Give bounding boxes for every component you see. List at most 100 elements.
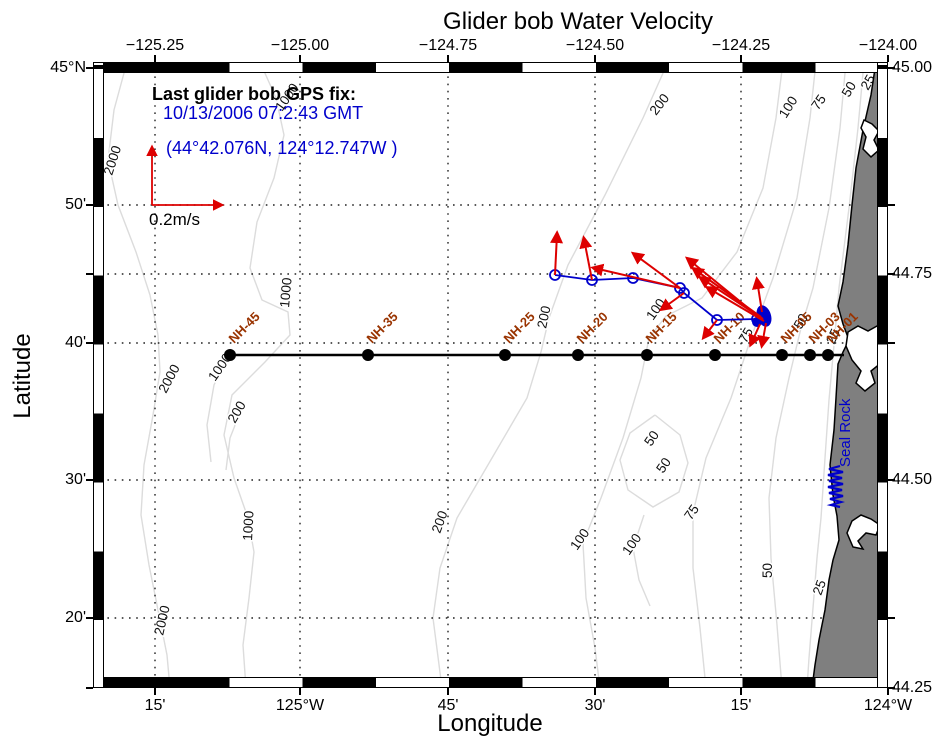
- station-dot: [822, 349, 834, 361]
- axis-tick-top: [887, 55, 889, 62]
- velocity-arrows: [550, 230, 771, 349]
- axis-tick-top: [740, 55, 742, 62]
- velocity-arrow: [590, 263, 681, 289]
- contour-depth-label: 200: [429, 509, 451, 535]
- axis-tick-top: [299, 55, 301, 62]
- axis-tick-bottom: [447, 688, 449, 695]
- axis-tick-left: [86, 67, 93, 69]
- station-dot: [362, 349, 374, 361]
- axis-tick-left: [86, 204, 93, 206]
- velocity-arrow: [701, 319, 718, 341]
- velocity-arrow: [579, 235, 593, 281]
- velocity-arrow: [697, 275, 764, 320]
- glider-position-circle: [711, 314, 723, 326]
- contour-depth-label: 200: [647, 91, 673, 118]
- contour-depth-label: 1000: [240, 510, 257, 541]
- bathymetry-contour: [768, 62, 847, 688]
- bathymetry-contour: [692, 62, 817, 688]
- bathymetry-contour: [225, 404, 244, 471]
- station-dot: [224, 349, 236, 361]
- estuary-inlet: [846, 514, 881, 551]
- axis-tick-top: [154, 55, 156, 62]
- contour-depth-label: 100: [619, 531, 644, 558]
- bathymetry-contour: [206, 351, 231, 463]
- map-frame-left: [93, 62, 104, 688]
- velocity-scale-label: 0.2m/s: [149, 210, 201, 229]
- axis-tick-top: [594, 55, 596, 62]
- station-dot: [709, 349, 721, 361]
- axis-tick-right: [888, 204, 895, 206]
- axis-tick-left: [86, 479, 93, 481]
- axis-tick-bottom: [740, 688, 742, 695]
- bathymetry-contour: [582, 62, 784, 688]
- y-tick-label-right: 44.75: [892, 265, 933, 282]
- bathymetry-contour: [107, 62, 171, 688]
- x-tick-label-bottom: 45': [437, 697, 459, 714]
- station-label: NH-45: [226, 309, 263, 346]
- y-tick-label-left: 50': [65, 196, 86, 213]
- velocity-arrow: [757, 322, 771, 349]
- axis-tick-left: [86, 342, 93, 344]
- bathymetry-contour: [806, 62, 865, 688]
- contour-depth-label: 100: [776, 94, 801, 121]
- contour-depth-label: 50: [653, 455, 674, 476]
- seal-rock-label: Seal Rock: [837, 398, 854, 467]
- contour-depth-label: 75: [681, 502, 702, 523]
- contour-depth-label: 50: [641, 428, 662, 449]
- station-dot: [804, 349, 816, 361]
- axis-tick-right: [888, 687, 895, 689]
- y-tick-label-right: 45.00: [892, 59, 933, 76]
- plot-title: Glider bob Water Velocity: [443, 8, 713, 35]
- station-dot: [641, 349, 653, 361]
- axis-tick-left: [86, 273, 93, 275]
- estuary-inlet: [845, 325, 888, 392]
- x-tick-label-top: −124.50: [565, 37, 625, 54]
- axis-tick-top: [447, 55, 449, 62]
- bathymetry-contour: [432, 62, 669, 688]
- axis-tick-left: [86, 617, 93, 619]
- station-label: NH-20: [574, 309, 611, 346]
- x-tick-label-bottom: 124°W: [863, 697, 913, 714]
- velocity-arrow: [704, 286, 765, 322]
- station-dot: [776, 349, 788, 361]
- map-frame-right: [877, 62, 888, 688]
- seal-rock-marks: [826, 464, 845, 509]
- x-tick-label-bottom: 125°W: [275, 697, 325, 714]
- contour-depth-label: 50: [760, 563, 775, 578]
- y-tick-label-left: 20': [65, 609, 86, 626]
- y-tick-label-right: 44.50: [892, 471, 933, 488]
- axis-tick-right: [888, 617, 895, 619]
- y-tick-label-right: 44.25: [892, 679, 933, 696]
- axis-tick-bottom: [594, 688, 596, 695]
- x-tick-label-top: −125.25: [125, 37, 185, 54]
- station-dot: [572, 349, 584, 361]
- x-tick-label-bottom: 30': [584, 697, 606, 714]
- axis-tick-right: [888, 479, 895, 481]
- station-label: NH-25: [501, 309, 538, 346]
- y-tick-label-left: 45°N: [50, 59, 86, 76]
- axis-tick-bottom: [887, 688, 889, 695]
- contour-depth-label: 200: [225, 398, 249, 425]
- axis-tick-right: [888, 67, 895, 69]
- axis-tick-bottom: [299, 688, 301, 695]
- x-tick-label-top: −125.00: [270, 37, 330, 54]
- gps-fix-coordinates: (44°42.076N, 124°12.747W ): [166, 138, 398, 158]
- velocity-arrow: [658, 292, 685, 312]
- contour-depth-label: 50: [839, 79, 860, 100]
- velocity-arrow: [751, 276, 765, 313]
- contour-depth-label: 2000: [101, 144, 125, 177]
- map-frame-top: [93, 62, 888, 73]
- map-frame-bottom: [93, 677, 888, 688]
- x-tick-label-bottom: 15': [730, 697, 752, 714]
- contour-depth-label: 1000: [277, 277, 295, 308]
- axis-tick-left: [86, 687, 93, 689]
- velocity-arrow: [550, 230, 564, 276]
- gps-fix-datetime: 10/13/2006 07:2:43 GMT: [163, 103, 364, 123]
- x-tick-label-bottom: 15': [144, 697, 166, 714]
- scale-arrows: [146, 144, 225, 211]
- estuary-inlet: [860, 118, 880, 159]
- station-dot: [499, 349, 511, 361]
- contour-depth-label: 25: [810, 578, 829, 597]
- axis-tick-right: [888, 342, 895, 344]
- bathymetry-contour: [223, 62, 291, 688]
